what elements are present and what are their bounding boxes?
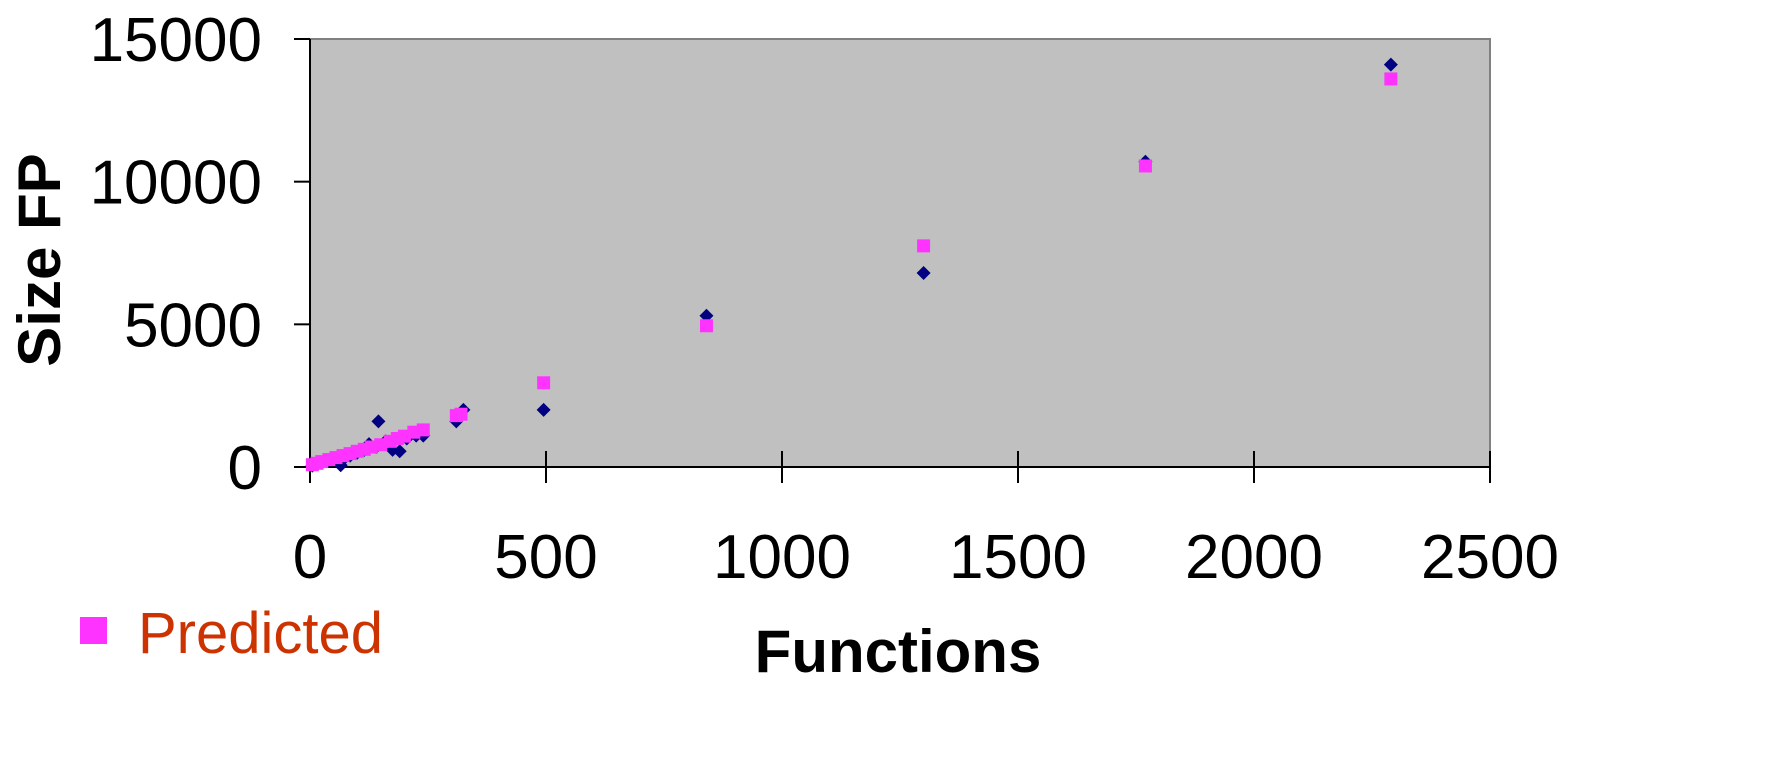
x-tick-labels: 0 500 1000 1500 2000 2500 [293,523,1559,592]
x-tick-label: 1000 [713,523,851,592]
series-predicted [305,72,1398,472]
data-point-square [454,407,468,421]
data-point-diamond [371,414,386,429]
y-tick-labels: 0 5000 10000 15000 [90,6,262,503]
legend-marker-predicted [80,617,107,644]
data-point-square [1384,72,1398,86]
data-point-diamond [1383,57,1398,72]
data-point-square [416,423,430,437]
x-axis-title: Functions [755,618,1042,685]
data-point-square [537,376,551,390]
y-tick-label: 10000 [90,149,262,218]
y-tick-label: 15000 [90,6,262,75]
x-tick-label: 0 [293,523,327,592]
y-axis-title: Size FP [6,153,73,366]
data-point-square [917,239,931,253]
y-tick-label: 0 [228,434,262,503]
x-tick-label: 500 [494,523,597,592]
data-point-square [1138,159,1152,173]
y-tick-label: 5000 [124,291,262,360]
data-point-square [699,319,713,333]
data-point-diamond [916,265,931,280]
legend-label-predicted: Predicted [138,601,383,666]
x-tick-label: 2000 [1185,523,1323,592]
x-tick-label: 2500 [1421,523,1559,592]
x-tick-label: 1500 [949,523,1087,592]
plot-area [309,38,1491,468]
axes [294,38,1491,483]
legend: Predicted [80,601,383,666]
data-point-diamond [536,402,551,417]
